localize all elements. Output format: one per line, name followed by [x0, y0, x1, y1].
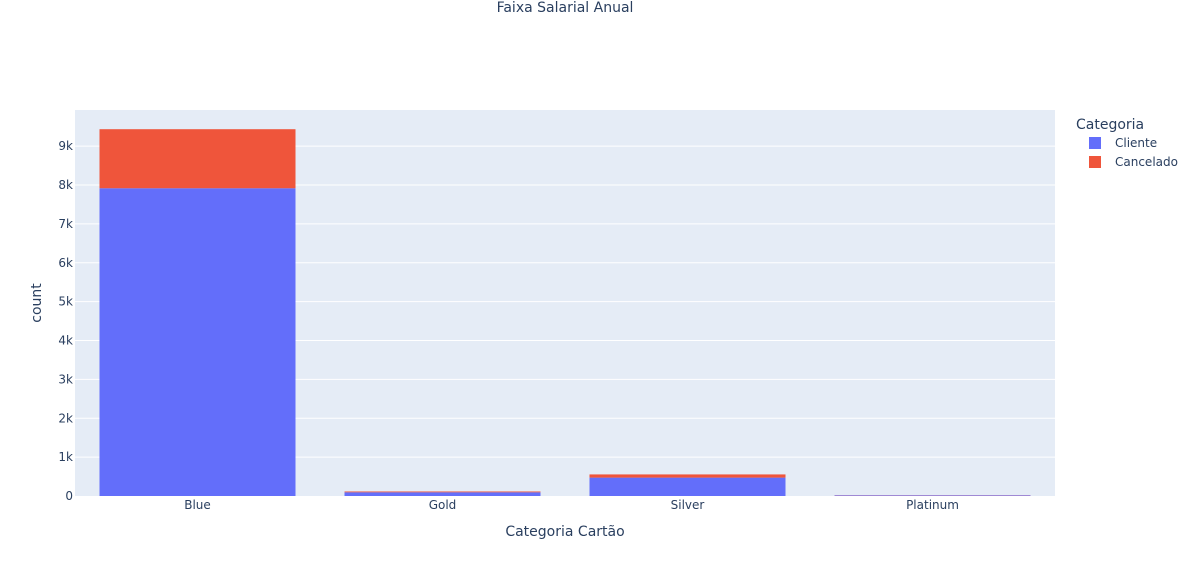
bar-cliente-blue[interactable]: [100, 188, 296, 496]
legend-title: Categoria: [1076, 117, 1144, 133]
x-tick-label: Gold: [429, 498, 457, 512]
y-tick-label: 3k: [58, 372, 73, 386]
legend-item-cancelado[interactable]: Cancelado: [1089, 155, 1178, 169]
legend-items: Cliente Cancelado: [1089, 136, 1178, 169]
y-axis-title: count: [29, 283, 45, 323]
y-tick-label: 1k: [58, 450, 73, 464]
y-tick-label: 6k: [58, 256, 73, 270]
y-axis-ticks: 0 1k 2k 3k 4k 5k 6k 7k 8k 9k: [58, 139, 73, 503]
legend-item-cliente[interactable]: Cliente: [1089, 136, 1157, 150]
bar-cliente-platinum[interactable]: [835, 495, 1031, 496]
bar-cancelado-blue[interactable]: [100, 129, 296, 188]
x-axis-title: Categoria Cartão: [505, 524, 624, 540]
y-tick-label: 9k: [58, 139, 73, 153]
bar-cliente-silver[interactable]: [590, 478, 786, 496]
legend-label: Cancelado: [1115, 155, 1178, 169]
y-tick-label: 8k: [58, 178, 73, 192]
y-tick-label: 2k: [58, 411, 73, 425]
y-tick-label: 4k: [58, 334, 73, 348]
bar-cliente-gold[interactable]: [345, 492, 541, 496]
y-tick-label: 7k: [58, 217, 73, 231]
y-tick-label: 5k: [58, 295, 73, 309]
y-tick-label: 0: [65, 489, 73, 503]
x-axis-ticks: Blue Gold Silver Platinum: [184, 498, 959, 512]
bar-cancelado-gold[interactable]: [345, 491, 541, 492]
x-tick-label: Platinum: [906, 498, 959, 512]
x-tick-label: Silver: [671, 498, 705, 512]
legend-label: Cliente: [1115, 136, 1157, 150]
bar-cancelado-silver[interactable]: [590, 474, 786, 477]
legend-swatch: [1089, 137, 1101, 149]
legend-swatch: [1089, 156, 1101, 168]
x-tick-label: Blue: [184, 498, 211, 512]
legend: Categoria Cliente Cancelado: [1076, 117, 1178, 169]
chart-title: Faixa Salarial Anual: [497, 0, 634, 16]
